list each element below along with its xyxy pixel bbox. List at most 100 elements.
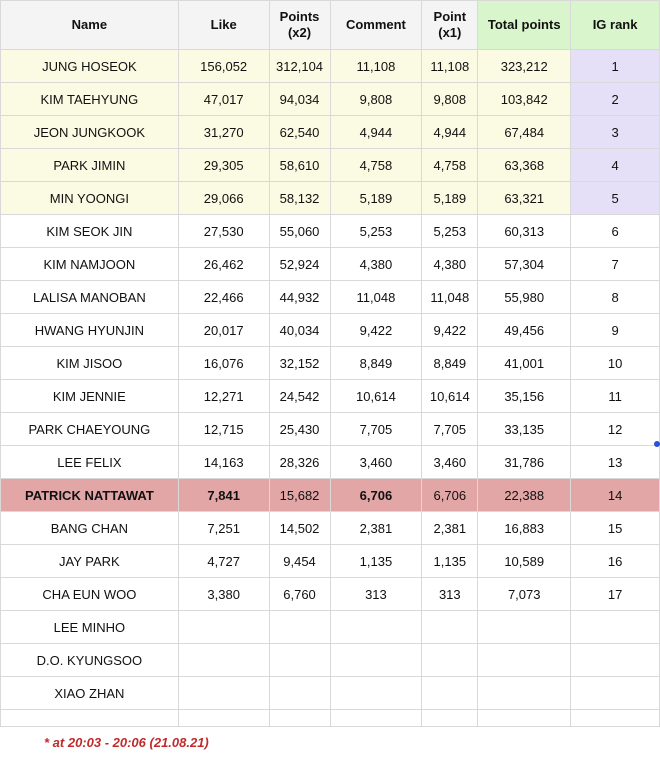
name-cell[interactable]: PATRICK NATTAWAT <box>0 478 179 512</box>
points-x2-cell[interactable]: 312,104 <box>268 49 331 83</box>
ig-rank-cell[interactable]: 5 <box>570 181 660 215</box>
like-cell[interactable] <box>177 709 270 727</box>
like-cell[interactable]: 4,727 <box>177 544 270 578</box>
point-x1-cell[interactable]: 5,253 <box>421 214 479 248</box>
name-cell[interactable]: LALISA MANOBAN <box>0 280 179 314</box>
point-x1-cell[interactable] <box>421 709 479 727</box>
ig-rank-cell[interactable]: 8 <box>570 280 660 314</box>
like-cell[interactable]: 26,462 <box>177 247 270 281</box>
comment-cell[interactable]: 1,135 <box>329 544 423 578</box>
total-points-cell[interactable]: 67,484 <box>477 115 572 149</box>
total-points-cell[interactable]: 41,001 <box>477 346 572 380</box>
comment-cell[interactable]: 7,705 <box>329 412 423 446</box>
point-x1-cell[interactable]: 4,944 <box>421 115 479 149</box>
name-cell[interactable]: HWANG HYUNJIN <box>0 313 179 347</box>
name-cell[interactable] <box>0 709 179 727</box>
point-x1-cell[interactable]: 11,108 <box>421 49 479 83</box>
comment-cell[interactable]: 6,706 <box>329 478 423 512</box>
total-points-cell[interactable]: 22,388 <box>477 478 572 512</box>
points-x2-cell[interactable] <box>268 676 331 710</box>
total-points-cell[interactable]: 35,156 <box>477 379 572 413</box>
total-points-cell[interactable]: 16,883 <box>477 511 572 545</box>
like-cell[interactable]: 29,066 <box>177 181 270 215</box>
point-x1-cell[interactable]: 5,189 <box>421 181 479 215</box>
point-x1-cell[interactable]: 10,614 <box>421 379 479 413</box>
points-x2-cell[interactable]: 15,682 <box>268 478 331 512</box>
points-x2-cell[interactable]: 6,760 <box>268 577 331 611</box>
total-points-cell[interactable]: 60,313 <box>477 214 572 248</box>
like-cell[interactable]: 47,017 <box>177 82 270 116</box>
points-x2-cell[interactable]: 25,430 <box>268 412 331 446</box>
points-x2-cell[interactable]: 40,034 <box>268 313 331 347</box>
total-points-cell[interactable] <box>477 643 572 677</box>
comment-cell[interactable]: 5,253 <box>329 214 423 248</box>
comment-cell[interactable]: 313 <box>329 577 423 611</box>
point-x1-cell[interactable]: 7,705 <box>421 412 479 446</box>
point-x1-cell[interactable]: 3,460 <box>421 445 479 479</box>
points-x2-cell[interactable]: 52,924 <box>268 247 331 281</box>
points-x2-cell[interactable] <box>268 709 331 727</box>
total-points-cell[interactable]: 55,980 <box>477 280 572 314</box>
col-header-points-x2[interactable]: Points (x2) <box>268 0 331 50</box>
name-cell[interactable]: KIM TAEHYUNG <box>0 82 179 116</box>
point-x1-cell[interactable] <box>421 643 479 677</box>
name-cell[interactable]: LEE MINHO <box>0 610 179 644</box>
total-points-cell[interactable]: 63,321 <box>477 181 572 215</box>
point-x1-cell[interactable]: 9,808 <box>421 82 479 116</box>
points-x2-cell[interactable]: 24,542 <box>268 379 331 413</box>
name-cell[interactable]: LEE FELIX <box>0 445 179 479</box>
name-cell[interactable]: MIN YOONGI <box>0 181 179 215</box>
comment-cell[interactable] <box>329 676 423 710</box>
like-cell[interactable]: 20,017 <box>177 313 270 347</box>
total-points-cell[interactable] <box>477 610 572 644</box>
points-x2-cell[interactable]: 58,610 <box>268 148 331 182</box>
ig-rank-cell[interactable] <box>570 709 660 727</box>
col-header-comment[interactable]: Comment <box>329 0 423 50</box>
total-points-cell[interactable]: 10,589 <box>477 544 572 578</box>
points-x2-cell[interactable] <box>268 643 331 677</box>
name-cell[interactable]: BANG CHAN <box>0 511 179 545</box>
ig-rank-cell[interactable]: 13 <box>570 445 660 479</box>
ig-rank-cell[interactable]: 17 <box>570 577 660 611</box>
comment-cell[interactable]: 4,944 <box>329 115 423 149</box>
name-cell[interactable]: KIM SEOK JIN <box>0 214 179 248</box>
like-cell[interactable]: 12,715 <box>177 412 270 446</box>
points-x2-cell[interactable]: 58,132 <box>268 181 331 215</box>
total-points-cell[interactable]: 31,786 <box>477 445 572 479</box>
total-points-cell[interactable]: 7,073 <box>477 577 572 611</box>
point-x1-cell[interactable]: 313 <box>421 577 479 611</box>
point-x1-cell[interactable]: 1,135 <box>421 544 479 578</box>
points-x2-cell[interactable]: 28,326 <box>268 445 331 479</box>
name-cell[interactable]: JAY PARK <box>0 544 179 578</box>
ig-rank-cell[interactable]: 7 <box>570 247 660 281</box>
name-cell[interactable]: JUNG HOSEOK <box>0 49 179 83</box>
like-cell[interactable]: 27,530 <box>177 214 270 248</box>
comment-cell[interactable]: 8,849 <box>329 346 423 380</box>
name-cell[interactable]: JEON JUNGKOOK <box>0 115 179 149</box>
comment-cell[interactable]: 9,422 <box>329 313 423 347</box>
ig-rank-cell[interactable]: 11 <box>570 379 660 413</box>
point-x1-cell[interactable] <box>421 676 479 710</box>
comment-cell[interactable]: 3,460 <box>329 445 423 479</box>
ig-rank-cell[interactable]: 12 <box>570 412 660 446</box>
points-x2-cell[interactable]: 62,540 <box>268 115 331 149</box>
ig-rank-cell[interactable]: 15 <box>570 511 660 545</box>
name-cell[interactable]: KIM NAMJOON <box>0 247 179 281</box>
like-cell[interactable]: 7,251 <box>177 511 270 545</box>
points-x2-cell[interactable]: 14,502 <box>268 511 331 545</box>
comment-cell[interactable]: 11,048 <box>329 280 423 314</box>
name-cell[interactable]: CHA EUN WOO <box>0 577 179 611</box>
like-cell[interactable] <box>177 610 270 644</box>
col-header-ig-rank[interactable]: IG rank <box>570 0 660 50</box>
comment-cell[interactable] <box>329 610 423 644</box>
ig-rank-cell[interactable]: 4 <box>570 148 660 182</box>
point-x1-cell[interactable]: 4,758 <box>421 148 479 182</box>
like-cell[interactable] <box>177 643 270 677</box>
total-points-cell[interactable]: 49,456 <box>477 313 572 347</box>
name-cell[interactable]: PARK CHAEYOUNG <box>0 412 179 446</box>
point-x1-cell[interactable] <box>421 610 479 644</box>
comment-cell[interactable] <box>329 643 423 677</box>
comment-cell[interactable]: 11,108 <box>329 49 423 83</box>
col-header-total-points[interactable]: Total points <box>477 0 572 50</box>
name-cell[interactable]: D.O. KYUNGSOO <box>0 643 179 677</box>
